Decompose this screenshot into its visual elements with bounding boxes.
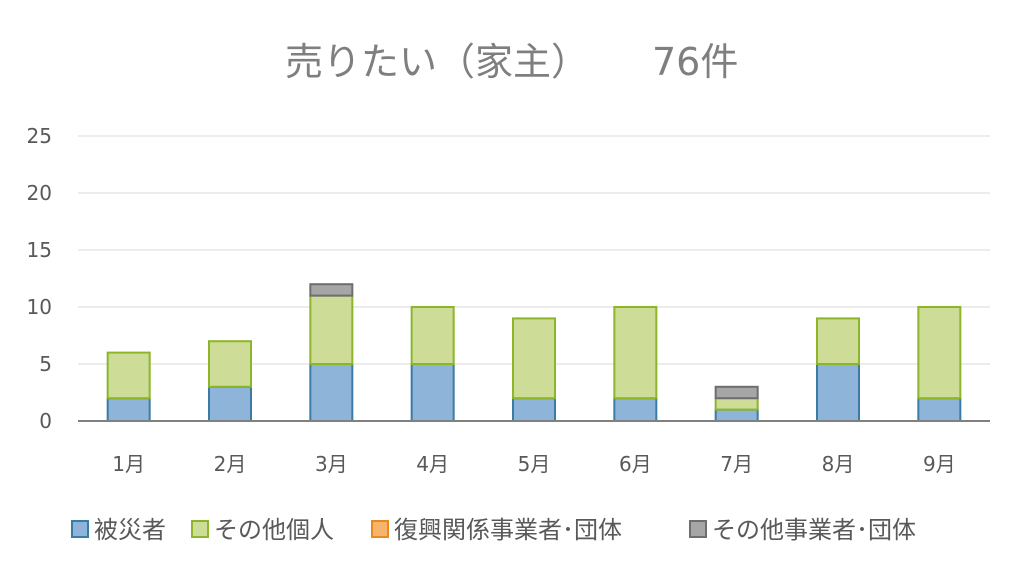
x-tick-label: 8月 <box>822 452 855 476</box>
x-tick-label: 4月 <box>416 452 449 476</box>
legend-swatch <box>71 520 89 538</box>
legend-label: 被災者 <box>94 516 166 544</box>
bar-segment <box>917 397 962 423</box>
bar-segment <box>208 340 252 388</box>
y-tick-label: 0 <box>39 409 52 433</box>
y-tick-label: 20 <box>27 181 52 205</box>
bar-segment <box>512 397 556 423</box>
legend: 被災者 その他個人 復興関係事業者･団体 その他事業者･団体 <box>71 516 916 544</box>
bar-segment <box>816 363 860 422</box>
bar-segment <box>512 317 556 400</box>
legend-swatch <box>371 520 389 538</box>
bar-segment <box>208 385 252 422</box>
bar-segment <box>106 351 151 400</box>
x-tick-label: 3月 <box>315 452 348 476</box>
chart-title: 売りたい（家主） <box>285 40 589 84</box>
bar-segment <box>714 385 759 400</box>
x-tick-label: 1月 <box>112 452 145 476</box>
bar-segment <box>309 283 354 297</box>
legend-swatch <box>191 520 209 538</box>
bar-segment <box>106 397 151 423</box>
y-tick-label: 25 <box>27 124 52 148</box>
bar-segment <box>613 397 658 423</box>
x-tick-label: 5月 <box>518 452 551 476</box>
x-tick-label: 9月 <box>923 452 956 476</box>
x-tick-label: 2月 <box>214 452 247 476</box>
bar-segment <box>410 363 455 422</box>
legend-label: その他個人 <box>214 516 334 544</box>
chart-title-count: 76件 <box>652 40 738 84</box>
x-tick-label: 7月 <box>720 452 753 476</box>
x-tick-label: 6月 <box>619 452 652 476</box>
legend-swatch <box>689 520 707 538</box>
bar-segment <box>714 397 759 411</box>
y-tick-label: 10 <box>27 295 52 319</box>
y-axis-ticks: 0 5 10 15 20 25 <box>27 124 52 433</box>
y-tick-label: 5 <box>39 352 52 376</box>
bar-segment <box>309 294 354 366</box>
bar-segment <box>613 306 658 400</box>
bar-segment <box>816 317 860 365</box>
x-axis-ticks: 1月 2月 3月 4月 5月 6月 7月 8月 9月 <box>112 452 955 476</box>
bar-segment <box>917 306 962 400</box>
bars <box>106 283 962 423</box>
bar-segment <box>410 306 455 365</box>
bar-segment <box>714 408 759 423</box>
bar-segment <box>309 363 354 422</box>
legend-label: 復興関係事業者･団体 <box>394 516 622 544</box>
y-tick-label: 15 <box>27 238 52 262</box>
legend-label: その他事業者･団体 <box>712 516 916 544</box>
